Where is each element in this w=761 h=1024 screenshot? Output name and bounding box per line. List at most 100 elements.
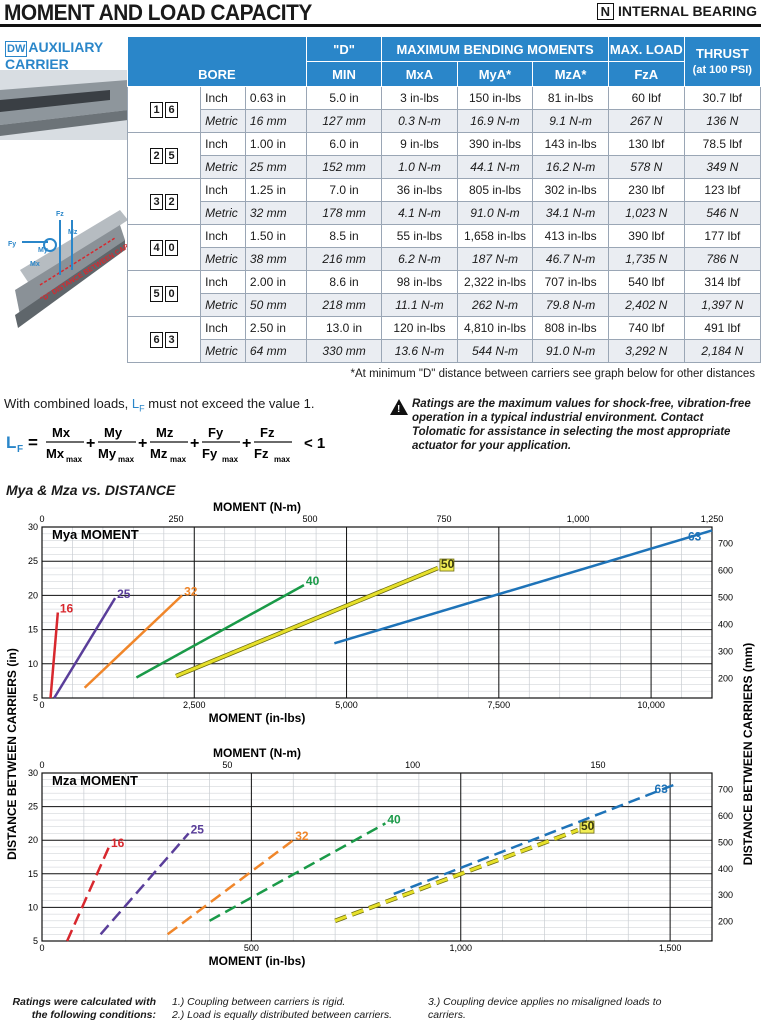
chart-title: Mza MOMENT xyxy=(52,773,138,788)
table-cell: 91.0 N-m xyxy=(456,201,534,225)
bore-digit: 3 xyxy=(150,193,164,210)
y-tick-label: 10 xyxy=(28,659,38,669)
y2-tick-label: 600 xyxy=(718,811,733,821)
table-cell: Inch xyxy=(200,132,246,156)
chart-title: Mya MOMENT xyxy=(52,527,139,542)
x-tick-label: 1,000 xyxy=(449,943,472,953)
x2-tick-label: 250 xyxy=(168,514,183,524)
table-row: Metric 16 mm 127 mm 0.3 N-m 16.9 N-m 9.1 N-m 2… xyxy=(128,109,761,133)
warning-icon: ! xyxy=(390,399,408,415)
y2-tick-label: 700 xyxy=(718,784,733,794)
x2-axis-title: MOMENT (N-m) xyxy=(213,746,301,760)
table-cell: 78.5 lbf xyxy=(683,132,761,156)
formula-denominator: Mx xyxy=(46,446,65,461)
bore-digit: 0 xyxy=(165,285,179,302)
n-badge-icon: N xyxy=(596,3,615,20)
y2-tick-label: 500 xyxy=(718,837,733,847)
series-label-63: 63 xyxy=(655,782,669,796)
formula-numerator: Mz xyxy=(156,425,174,440)
formula-numerator: Mx xyxy=(52,425,71,440)
table-cell: 3,292 N xyxy=(607,339,685,363)
table-row: 6 3 Inch 2.50 in 13.0 in 120 in-lbs 4,810 in-l… xyxy=(126,316,761,363)
table-row: Metric 64 mm 330 mm 13.6 N-m 544 N-m 91.0 N-m… xyxy=(128,339,761,363)
svg-text:+: + xyxy=(138,435,147,452)
y-tick-label: 25 xyxy=(28,802,38,812)
page-header: MOMENT AND LOAD CAPACITY N INTERNAL BEARI… xyxy=(0,0,761,27)
lf-post: must not exceed the value 1. xyxy=(144,396,315,411)
bore-digit: 6 xyxy=(165,101,179,118)
bore-digit: 6 xyxy=(150,331,164,348)
svg-text:+: + xyxy=(86,435,95,452)
conditions-label: Ratings were calculated with the followi… xyxy=(12,996,156,1021)
table-cell: Metric xyxy=(200,109,246,133)
y2-tick-label: 300 xyxy=(718,646,733,656)
internal-bearing-label: N INTERNAL BEARING xyxy=(596,3,757,20)
table-cell: 36 in-lbs xyxy=(381,178,458,202)
x2-tick-label: 1,250 xyxy=(701,514,724,524)
svg-text:=: = xyxy=(28,433,38,452)
fy-label: Fy xyxy=(8,241,16,248)
series-line-25 xyxy=(53,597,117,699)
table-cell: 55 in-lbs xyxy=(381,224,458,248)
series-label-63: 63 xyxy=(688,529,702,543)
x-axis-title: MOMENT (in-lbs) xyxy=(209,711,306,725)
series-label-50: 50 xyxy=(441,557,455,571)
series-line-50 xyxy=(175,566,439,678)
table-row: Metric 25 mm 152 mm 1.0 N-m 44.1 N-m 16.2 N-m… xyxy=(128,155,761,179)
table-cell: 4,810 in-lbs xyxy=(456,316,534,340)
y-tick-label: 20 xyxy=(28,835,38,845)
y-tick-label: 5 xyxy=(33,693,38,703)
header-mx: MxA xyxy=(381,61,458,87)
table-cell: 7.0 in xyxy=(305,178,383,202)
table-cell: 50 mm xyxy=(244,293,307,317)
table-cell: 2,402 N xyxy=(607,293,685,317)
condition-1: 1.) Coupling between carriers is rigid. xyxy=(172,996,346,1008)
table-cell: 152 mm xyxy=(305,155,383,179)
plot-frame xyxy=(41,526,713,699)
table-cell: Metric xyxy=(200,155,246,179)
x-tick-label: 7,500 xyxy=(488,700,511,710)
bore-digit: 3 xyxy=(165,331,179,348)
x-tick-label: 10,000 xyxy=(637,700,665,710)
formula-numerator: My xyxy=(104,425,123,440)
mx-label: Mx xyxy=(30,261,40,268)
table-cell: 302 in-lbs xyxy=(532,178,609,202)
table-cell: 2.50 in xyxy=(244,316,307,340)
table-cell: 98 in-lbs xyxy=(381,270,458,294)
internal-bearing-text: INTERNAL BEARING xyxy=(618,3,757,19)
table-cell: 8.6 in xyxy=(305,270,383,294)
table-footnote: *At minimum "D" distance between carrier… xyxy=(350,368,755,380)
table-cell: 707 in-lbs xyxy=(532,270,609,294)
table-cell: 262 N-m xyxy=(456,293,534,317)
table-cell: 123 lbf xyxy=(683,178,761,202)
table-cell: 1.25 in xyxy=(244,178,307,202)
formula-max-sub: max xyxy=(118,455,135,464)
table-cell: 216 mm xyxy=(305,247,383,271)
x-tick-label: 500 xyxy=(244,943,259,953)
y-tick-label: 10 xyxy=(28,902,38,912)
table-row: 4 0 Inch 1.50 in 8.5 in 55 in-lbs 1,658 in-lbs… xyxy=(126,224,761,271)
x2-tick-label: 500 xyxy=(302,514,317,524)
x2-axis-title: MOMENT (N-m) xyxy=(213,500,301,514)
table-cell: 11.1 N-m xyxy=(381,293,458,317)
table-cell: 130 lbf xyxy=(607,132,685,156)
table-cell: 413 in-lbs xyxy=(532,224,609,248)
header-bore: BORE xyxy=(127,36,307,87)
series-label-box xyxy=(439,558,455,572)
table-cell: 16 mm xyxy=(244,109,307,133)
table-cell: 1,658 in-lbs xyxy=(456,224,534,248)
x2-tick-label: 0 xyxy=(39,760,44,770)
table-cell: Inch xyxy=(200,224,246,248)
table-cell: 177 lbf xyxy=(683,224,761,248)
dw-badge-icon: DW xyxy=(5,41,28,57)
series-label-box xyxy=(579,820,595,834)
x2-tick-label: 1,000 xyxy=(567,514,590,524)
plot-frame xyxy=(41,772,713,942)
header-max-bending: MAXIMUM BENDING MOMENTS xyxy=(381,36,609,62)
header-thrust-label: THRUST xyxy=(695,45,749,61)
series-label-25: 25 xyxy=(117,587,131,601)
